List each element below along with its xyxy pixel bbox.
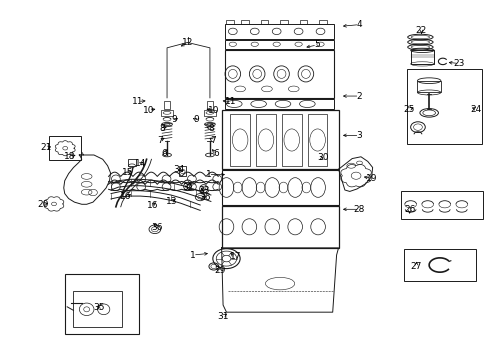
Text: 33: 33 <box>198 185 209 194</box>
Text: 9: 9 <box>194 116 199 125</box>
Text: 27: 27 <box>411 262 422 271</box>
Text: 1: 1 <box>206 170 211 179</box>
Bar <box>417 81 441 93</box>
Text: 30: 30 <box>317 153 329 162</box>
Text: 15: 15 <box>122 168 134 177</box>
Text: 28: 28 <box>354 205 365 214</box>
Text: 32: 32 <box>182 183 193 192</box>
Bar <box>164 101 170 109</box>
Text: 20: 20 <box>38 200 49 209</box>
Bar <box>204 110 216 116</box>
Text: 26: 26 <box>404 205 416 214</box>
Text: 7: 7 <box>211 136 216 145</box>
Bar <box>407 69 482 144</box>
Bar <box>221 170 339 205</box>
Bar <box>224 40 334 49</box>
Bar <box>308 113 327 166</box>
Bar <box>261 20 269 24</box>
Bar <box>207 101 213 109</box>
Text: 23: 23 <box>454 59 465 68</box>
Bar <box>401 191 483 219</box>
Text: 25: 25 <box>403 105 415 114</box>
Bar <box>221 206 339 248</box>
Bar <box>282 113 301 166</box>
Text: 6: 6 <box>162 149 168 158</box>
Text: 16: 16 <box>147 201 158 210</box>
Text: 11: 11 <box>224 97 236 106</box>
Text: 8: 8 <box>159 124 165 133</box>
Bar <box>65 274 139 334</box>
Bar <box>299 20 307 24</box>
Text: 35: 35 <box>93 303 104 312</box>
Bar <box>280 20 288 24</box>
Bar <box>224 50 334 98</box>
Text: 22: 22 <box>416 26 427 35</box>
Bar <box>74 292 122 327</box>
Text: 7: 7 <box>157 136 163 145</box>
Bar <box>224 24 334 39</box>
Text: 1: 1 <box>190 251 196 260</box>
Text: 6: 6 <box>213 149 219 158</box>
Text: 10: 10 <box>143 106 154 115</box>
Text: 3: 3 <box>357 131 363 140</box>
Text: 10: 10 <box>208 106 219 115</box>
Text: 29: 29 <box>214 266 225 275</box>
Text: 14: 14 <box>135 159 146 168</box>
Bar <box>256 113 276 166</box>
Bar <box>241 20 249 24</box>
Text: 2: 2 <box>357 91 362 100</box>
Text: 11: 11 <box>132 97 144 106</box>
Text: 5: 5 <box>314 40 320 49</box>
Text: 9: 9 <box>172 116 177 125</box>
Bar <box>49 136 81 160</box>
Text: 16: 16 <box>121 192 132 201</box>
Bar <box>161 110 173 116</box>
Bar <box>319 20 327 24</box>
Text: 36: 36 <box>151 222 163 231</box>
Text: 31: 31 <box>218 312 229 321</box>
Bar <box>224 99 334 109</box>
Text: 21: 21 <box>41 143 52 152</box>
Text: 4: 4 <box>357 20 362 29</box>
Bar <box>221 111 339 169</box>
Text: 13: 13 <box>166 197 178 206</box>
Text: 12: 12 <box>182 38 193 47</box>
Text: 24: 24 <box>471 105 482 114</box>
Text: 8: 8 <box>208 124 214 133</box>
Text: 17: 17 <box>229 252 241 261</box>
Bar <box>226 20 234 24</box>
Bar <box>411 50 434 64</box>
Bar <box>179 166 186 176</box>
Text: 36: 36 <box>199 193 211 202</box>
Bar <box>230 113 250 166</box>
Text: 19: 19 <box>366 174 377 183</box>
Text: 34: 34 <box>173 165 185 174</box>
Bar <box>404 249 476 281</box>
Text: 18: 18 <box>64 152 75 161</box>
Bar <box>128 158 136 166</box>
